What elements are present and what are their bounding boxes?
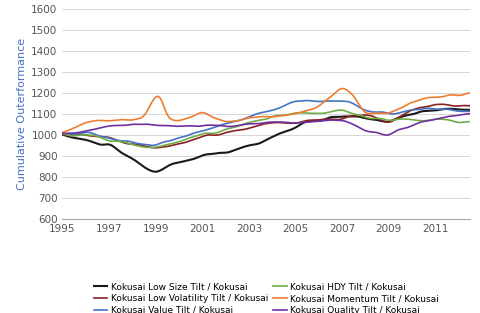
Kokusai HDY Tilt / Kokusai [63,133,69,136]
Kokusai Low Size Tilt / Kokusai [446,107,452,111]
Kokusai Quality Tilt / Kokusai [263,121,268,125]
Kokusai Low Size Tilt / Kokusai [145,168,151,172]
Kokusai HDY Tilt / Kokusai [60,132,65,136]
Kokusai Value Tilt / Kokusai [145,143,151,147]
Kokusai HDY Tilt / Kokusai [405,117,411,121]
Kokusai Value Tilt / Kokusai [405,109,411,113]
Kokusai Momentum Tilt / Kokusai [403,103,409,107]
Line: Kokusai HDY Tilt / Kokusai: Kokusai HDY Tilt / Kokusai [62,110,470,147]
Kokusai HDY Tilt / Kokusai [339,108,345,112]
Kokusai Low Volatility Tilt / Kokusai [468,104,473,108]
Line: Kokusai Value Tilt / Kokusai: Kokusai Value Tilt / Kokusai [62,100,470,146]
Kokusai HDY Tilt / Kokusai [145,146,151,149]
Kokusai Low Size Tilt / Kokusai [60,133,65,137]
Kokusai Low Size Tilt / Kokusai [255,142,261,146]
Kokusai Momentum Tilt / Kokusai [63,129,69,133]
Kokusai HDY Tilt / Kokusai [264,117,270,121]
Kokusai Quality Tilt / Kokusai [145,122,151,126]
Line: Kokusai Quality Tilt / Kokusai: Kokusai Quality Tilt / Kokusai [62,114,470,135]
Kokusai Quality Tilt / Kokusai [60,131,65,135]
Line: Kokusai Low Size Tilt / Kokusai: Kokusai Low Size Tilt / Kokusai [62,109,470,172]
Kokusai Momentum Tilt / Kokusai [468,91,473,95]
Kokusai Low Volatility Tilt / Kokusai [438,102,444,106]
Kokusai Low Volatility Tilt / Kokusai [403,111,409,115]
Kokusai Low Volatility Tilt / Kokusai [153,146,159,150]
Kokusai Low Volatility Tilt / Kokusai [145,145,151,149]
Kokusai HDY Tilt / Kokusai [255,119,261,122]
Kokusai Quality Tilt / Kokusai [384,133,389,137]
Kokusai Quality Tilt / Kokusai [63,131,69,135]
Kokusai HDY Tilt / Kokusai [147,146,153,149]
Kokusai HDY Tilt / Kokusai [468,120,473,124]
Kokusai Value Tilt / Kokusai [264,110,270,113]
Line: Kokusai Momentum Tilt / Kokusai: Kokusai Momentum Tilt / Kokusai [62,89,470,132]
Kokusai Momentum Tilt / Kokusai [263,115,268,118]
Kokusai Quality Tilt / Kokusai [403,126,409,130]
Kokusai Low Size Tilt / Kokusai [153,170,159,174]
Kokusai Momentum Tilt / Kokusai [341,87,347,90]
Kokusai Value Tilt / Kokusai [63,132,69,136]
Kokusai Low Size Tilt / Kokusai [403,114,409,117]
Kokusai Low Size Tilt / Kokusai [264,137,270,141]
Y-axis label: Cumulative Outerformance: Cumulative Outerformance [17,38,27,190]
Kokusai Momentum Tilt / Kokusai [427,95,432,99]
Kokusai Low Volatility Tilt / Kokusai [255,124,261,128]
Kokusai Value Tilt / Kokusai [305,99,311,102]
Kokusai Low Volatility Tilt / Kokusai [427,104,432,108]
Kokusai Low Size Tilt / Kokusai [468,108,473,112]
Kokusai Low Size Tilt / Kokusai [427,109,432,113]
Kokusai Momentum Tilt / Kokusai [253,115,259,119]
Kokusai Value Tilt / Kokusai [429,107,434,110]
Kokusai Value Tilt / Kokusai [255,112,261,115]
Kokusai Momentum Tilt / Kokusai [60,131,65,134]
Kokusai Momentum Tilt / Kokusai [145,107,151,111]
Legend: Kokusai Low Size Tilt / Kokusai, Kokusai Low Volatility Tilt / Kokusai, Kokusai : Kokusai Low Size Tilt / Kokusai, Kokusai… [94,282,439,313]
Kokusai Value Tilt / Kokusai [149,144,155,147]
Kokusai HDY Tilt / Kokusai [429,118,434,122]
Kokusai Low Volatility Tilt / Kokusai [60,133,65,137]
Kokusai Quality Tilt / Kokusai [468,112,473,115]
Kokusai Low Volatility Tilt / Kokusai [63,133,69,137]
Kokusai Quality Tilt / Kokusai [427,119,432,122]
Line: Kokusai Low Volatility Tilt / Kokusai: Kokusai Low Volatility Tilt / Kokusai [62,104,470,148]
Kokusai Value Tilt / Kokusai [468,110,473,113]
Kokusai Low Volatility Tilt / Kokusai [264,121,270,125]
Kokusai Value Tilt / Kokusai [60,132,65,136]
Kokusai Low Size Tilt / Kokusai [63,134,69,138]
Kokusai Quality Tilt / Kokusai [253,122,259,126]
